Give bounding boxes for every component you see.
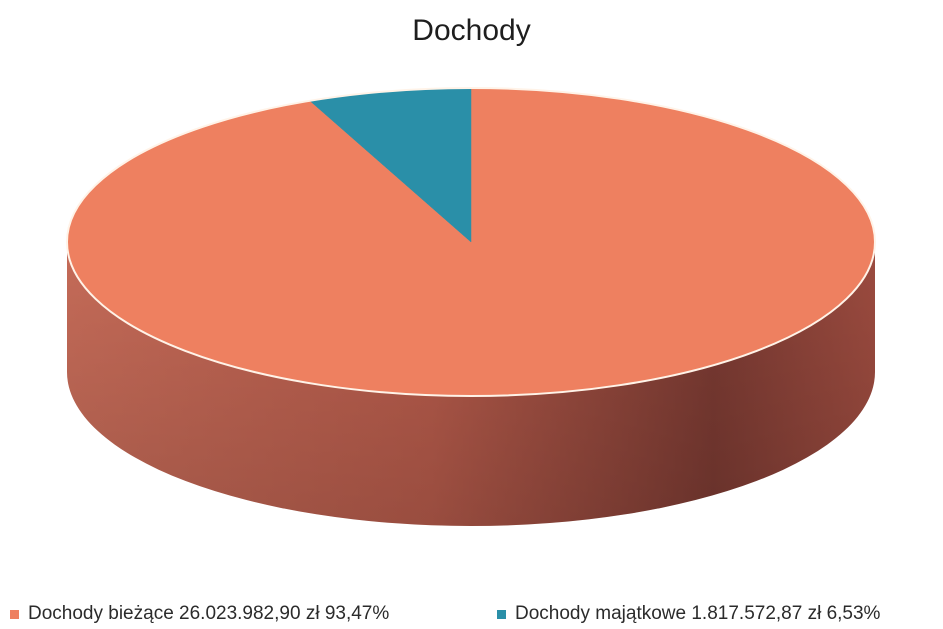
pie-rim	[66, 87, 876, 397]
legend-item-property-income: Dochody majątkowe 1.817.572,87 zł 6,53%	[497, 603, 880, 625]
pie-chart	[66, 87, 876, 526]
legend-swatch-current-income	[10, 609, 19, 619]
legend-label-property-income: Dochody majątkowe 1.817.572,87 zł 6,53%	[515, 603, 881, 624]
legend-item-current-income: Dochody bieżące 26.023.982,90 zł 93,47%	[10, 603, 389, 625]
chart-title: Dochody	[412, 14, 531, 47]
pie-side-shade	[67, 242, 875, 526]
legend-swatch-property-income	[497, 609, 506, 619]
legend-label-current-income: Dochody bieżące 26.023.982,90 zł 93,47%	[28, 603, 390, 624]
